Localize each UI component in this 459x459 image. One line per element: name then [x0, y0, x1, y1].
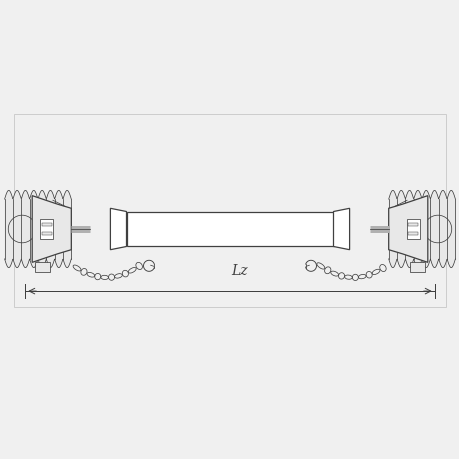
Polygon shape — [42, 224, 52, 227]
Polygon shape — [40, 220, 53, 239]
Polygon shape — [333, 209, 349, 250]
Polygon shape — [42, 232, 52, 235]
Polygon shape — [126, 212, 333, 247]
Polygon shape — [110, 209, 126, 250]
Polygon shape — [409, 263, 425, 273]
Polygon shape — [388, 196, 427, 263]
Polygon shape — [388, 200, 454, 259]
Polygon shape — [32, 196, 71, 263]
Polygon shape — [5, 200, 71, 259]
Polygon shape — [406, 220, 419, 239]
Polygon shape — [34, 263, 50, 273]
Text: Lz: Lz — [230, 264, 247, 278]
Polygon shape — [407, 232, 417, 235]
Polygon shape — [407, 224, 417, 227]
